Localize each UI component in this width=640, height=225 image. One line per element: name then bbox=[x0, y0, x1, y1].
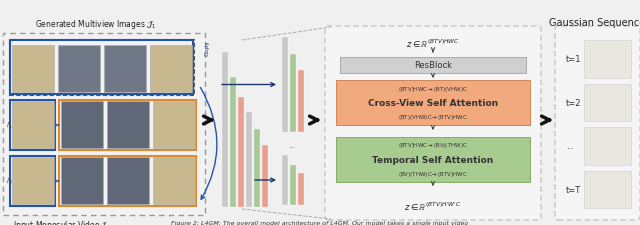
Bar bbox=[153, 101, 195, 148]
Text: t=2: t=2 bbox=[566, 98, 582, 107]
Bar bbox=[104, 46, 146, 93]
Bar bbox=[238, 98, 244, 207]
Text: Temporal Self Attention: Temporal Self Attention bbox=[372, 155, 493, 164]
Text: t=T: t=T bbox=[566, 185, 581, 194]
Bar bbox=[61, 101, 103, 148]
Text: ResBlock: ResBlock bbox=[414, 61, 452, 70]
Text: $z \in \mathbb{R}^{(BTV)H'W'C}$: $z \in \mathbb{R}^{(BTV)H'W'C}$ bbox=[404, 200, 461, 212]
Bar bbox=[10, 101, 55, 150]
Text: $I_1$: $I_1$ bbox=[6, 120, 13, 130]
Bar bbox=[340, 58, 526, 74]
FancyBboxPatch shape bbox=[325, 27, 541, 220]
Bar bbox=[584, 41, 631, 78]
Text: ...: ... bbox=[289, 142, 296, 148]
Bar bbox=[10, 41, 193, 94]
Bar bbox=[150, 46, 192, 93]
Text: (BT)(VHW)C$\rightarrow$(BTV)HWC: (BT)(VHW)C$\rightarrow$(BTV)HWC bbox=[398, 113, 468, 122]
Text: (BTV)HWC$\rightarrow$(BT)(VHW)C: (BTV)HWC$\rightarrow$(BT)(VHW)C bbox=[398, 84, 468, 93]
Bar bbox=[298, 173, 304, 205]
Bar bbox=[107, 157, 149, 204]
Bar bbox=[9, 40, 194, 96]
Bar bbox=[12, 157, 54, 204]
Text: $z \in \mathbb{R}^{(BTV)HWC}$: $z \in \mathbb{R}^{(BTV)HWC}$ bbox=[406, 38, 460, 50]
Bar bbox=[58, 46, 100, 93]
Bar bbox=[12, 101, 54, 148]
Bar bbox=[59, 101, 196, 150]
Bar bbox=[584, 127, 631, 165]
Text: Generated Multiview Images $\mathcal{J}_1$: Generated Multiview Images $\mathcal{J}_… bbox=[35, 18, 157, 31]
Text: (BTV)HWC$\rightarrow$(BV)(THW)C: (BTV)HWC$\rightarrow$(BV)(THW)C bbox=[398, 141, 468, 150]
Bar bbox=[222, 53, 228, 207]
Bar bbox=[290, 165, 296, 205]
Bar bbox=[290, 55, 296, 132]
Bar bbox=[282, 38, 288, 132]
Bar bbox=[336, 137, 530, 182]
Bar bbox=[262, 145, 268, 207]
Bar bbox=[230, 78, 236, 207]
Bar bbox=[107, 101, 149, 148]
FancyArrowPatch shape bbox=[200, 88, 217, 199]
Bar bbox=[336, 81, 530, 126]
Text: $I_2$: $I_2$ bbox=[6, 176, 13, 186]
Bar bbox=[246, 112, 252, 207]
Text: t=1: t=1 bbox=[566, 55, 582, 64]
Bar bbox=[254, 129, 260, 207]
Text: Cross-View Self Attention: Cross-View Self Attention bbox=[368, 99, 498, 108]
Bar bbox=[3, 34, 205, 215]
Text: Input Monocular Video $\mathcal{I}$: Input Monocular Video $\mathcal{I}$ bbox=[13, 218, 108, 225]
Bar bbox=[12, 46, 54, 93]
Text: Gaussian Sequence: Gaussian Sequence bbox=[549, 18, 640, 28]
Bar bbox=[10, 156, 55, 206]
Bar bbox=[584, 84, 631, 122]
Bar bbox=[282, 155, 288, 205]
Bar bbox=[59, 156, 196, 206]
Text: ...: ... bbox=[566, 142, 574, 151]
Text: (BV)(THW)C$\rightarrow$(BTV)HWC: (BV)(THW)C$\rightarrow$(BTV)HWC bbox=[398, 170, 468, 179]
Bar bbox=[153, 157, 195, 204]
Text: Figure 2: L4GM: The overall model architecture of L4GM. Our model takes a single: Figure 2: L4GM: The overall model archit… bbox=[172, 220, 468, 225]
Bar bbox=[584, 171, 631, 208]
Bar bbox=[61, 157, 103, 204]
Bar bbox=[298, 71, 304, 132]
FancyBboxPatch shape bbox=[555, 27, 640, 220]
Text: Copy: Copy bbox=[205, 40, 210, 56]
